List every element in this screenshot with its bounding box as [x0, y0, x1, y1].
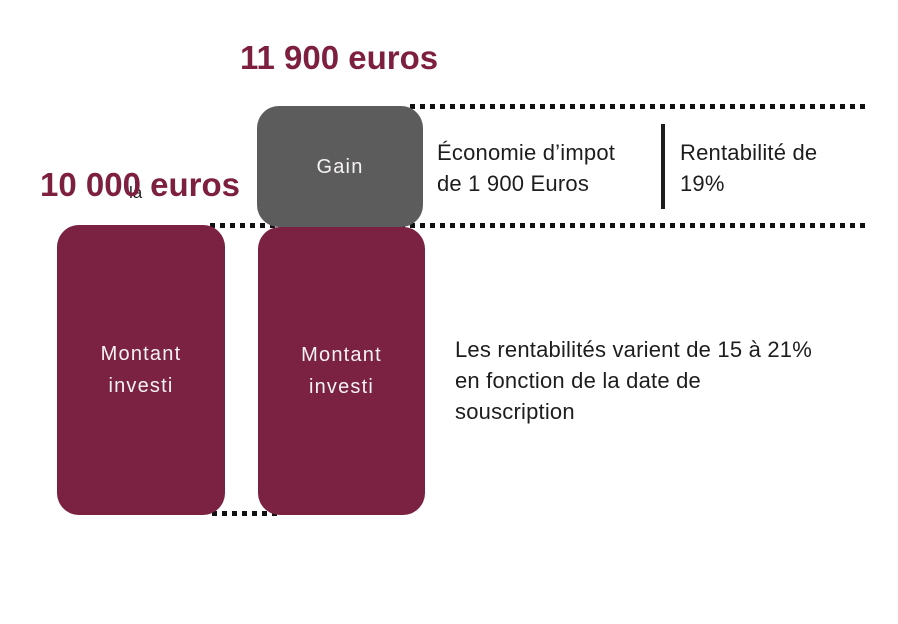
rentability-range-note: Les rentabilités varient de 15 à 21% en …	[455, 337, 812, 424]
dotted-line-bottom	[212, 511, 278, 516]
dotted-line-top	[410, 104, 867, 109]
total-value-label: 11 900 euros	[240, 39, 439, 76]
invested-bar-left: Montant investi	[57, 225, 225, 515]
dotted-line-middle	[210, 223, 867, 228]
rentability-text: Rentabilité de 19%	[680, 140, 818, 196]
tax-saving-text: Économie d’impot de 1 900 Euros	[437, 140, 616, 196]
invested-bar-right-label: Montant investi	[301, 344, 382, 398]
invested-bar-left-label: Montant investi	[100, 343, 182, 397]
invested-bar-right: Montant investi	[258, 227, 425, 515]
vertical-divider	[661, 124, 665, 209]
invested-value-label: 10 000 euros	[40, 166, 240, 203]
stray-text: la	[129, 183, 143, 202]
gain-box: Gain	[257, 106, 423, 227]
gain-box-label: Gain	[316, 155, 364, 178]
